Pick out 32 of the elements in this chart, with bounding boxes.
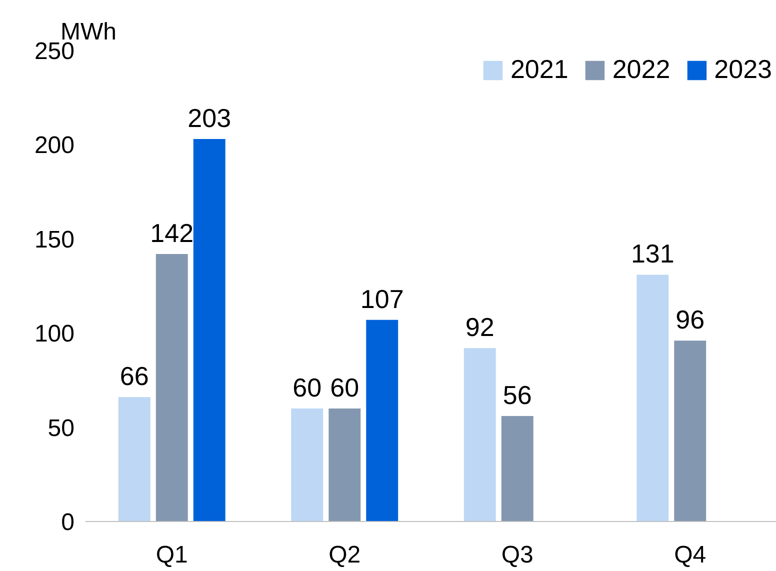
data-label: 203	[188, 103, 232, 134]
data-label: 60	[330, 372, 360, 402]
data-label: 66	[120, 361, 149, 392]
x-tick-label: Q1	[156, 542, 188, 568]
data-label: 92	[465, 312, 494, 342]
y-tick-label: 0	[61, 509, 75, 536]
y-tick-label: 150	[34, 226, 75, 254]
bar	[193, 139, 226, 522]
data-label: 131	[630, 238, 674, 269]
y-tick-label: 200	[34, 132, 75, 160]
data-label: 142	[150, 218, 194, 248]
legend-label: 2021	[510, 54, 568, 85]
bar	[156, 254, 188, 522]
data-label: 56	[502, 380, 532, 410]
bar	[291, 408, 324, 522]
legend-label: 2022	[612, 54, 670, 85]
x-tick-label: Q2	[328, 542, 361, 568]
bar	[674, 340, 706, 522]
data-label: 96	[676, 304, 705, 335]
data-label: 60	[292, 372, 322, 402]
bar	[118, 397, 150, 522]
bar	[328, 408, 361, 522]
bar	[366, 320, 398, 522]
bar	[464, 348, 496, 522]
legend-label: 2023	[714, 54, 772, 85]
bar	[501, 416, 534, 522]
bar	[636, 274, 669, 522]
x-tick-label: Q3	[501, 542, 534, 568]
y-tick-label: 50	[48, 414, 75, 442]
data-label: 107	[360, 284, 404, 314]
y-tick-label: 100	[34, 320, 75, 348]
x-tick-label: Q4	[674, 542, 706, 568]
